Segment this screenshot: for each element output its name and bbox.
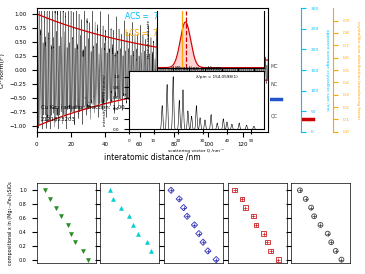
Point <box>200 240 206 244</box>
Point <box>242 206 248 210</box>
Point <box>339 257 345 262</box>
Point <box>126 214 132 218</box>
Point <box>184 214 190 218</box>
Point <box>318 223 323 227</box>
Point <box>72 240 78 244</box>
Point <box>200 240 206 244</box>
Point <box>196 232 202 236</box>
Point <box>303 197 309 201</box>
Point <box>264 240 270 244</box>
Point <box>65 223 70 227</box>
Point <box>80 249 85 253</box>
Text: NC: NC <box>270 82 278 87</box>
Point <box>213 257 219 262</box>
Text: LCS =  77.0( 7 ) nm: LCS = 77.0( 7 ) nm <box>124 29 200 38</box>
Point <box>58 214 64 218</box>
Point <box>333 249 339 253</box>
Point <box>107 188 113 192</box>
Point <box>297 188 303 192</box>
Point <box>250 214 256 218</box>
Point <box>144 240 150 244</box>
Point <box>276 257 281 262</box>
Point <box>149 249 154 253</box>
Y-axis label: intensity (/15898 counts): intensity (/15898 counts) <box>103 75 107 126</box>
Text: QC: QC <box>270 113 278 118</box>
X-axis label: crystallite size /nm: crystallite size /nm <box>190 87 231 91</box>
Point <box>303 197 309 201</box>
Point <box>276 257 281 262</box>
Point <box>232 188 238 192</box>
X-axis label: scattering vector Q /nm⁻¹: scattering vector Q /nm⁻¹ <box>169 149 224 153</box>
Point <box>47 197 53 201</box>
Point <box>242 206 248 210</box>
Point <box>118 206 124 210</box>
Point <box>181 206 187 210</box>
Point <box>184 214 190 218</box>
Point <box>239 197 245 201</box>
Point <box>253 223 259 227</box>
Point <box>308 206 314 210</box>
Point <box>339 257 345 262</box>
Point <box>311 214 317 218</box>
Text: ACS =  77.8( 7 ) nm: ACS = 77.8( 7 ) nm <box>124 12 200 21</box>
Text: λ/pm = 154.0598(1): λ/pm = 154.0598(1) <box>196 75 238 79</box>
Point <box>311 214 317 218</box>
Y-axis label: compositional x in (Mg₁₋ₓFeₓ)₂SiO₄: compositional x in (Mg₁₋ₓFeₓ)₂SiO₄ <box>8 181 14 265</box>
Y-axis label: G^norm(r'): G^norm(r') <box>0 52 4 88</box>
Point <box>239 197 245 201</box>
Point <box>264 240 270 244</box>
Point <box>268 249 273 253</box>
Point <box>325 232 331 236</box>
Text: Cu Kα₁ radiation fraction: 1.00: Cu Kα₁ radiation fraction: 1.00 <box>41 105 125 110</box>
Point <box>110 197 116 201</box>
Point <box>168 188 174 192</box>
Point <box>261 232 266 236</box>
Point <box>333 249 339 253</box>
Point <box>205 249 211 253</box>
Point <box>196 232 202 236</box>
Y-axis label: apparent average crystallite size /nm: apparent average crystallite size /nm <box>325 29 329 111</box>
Point <box>205 249 211 253</box>
Point <box>181 206 187 210</box>
Point <box>53 206 59 210</box>
Point <box>213 257 219 262</box>
Point <box>85 257 91 262</box>
Point <box>176 197 182 201</box>
Title: diffraction pattern: diffraction pattern <box>171 66 222 71</box>
Point <box>308 206 314 210</box>
Point <box>261 232 266 236</box>
Point <box>318 223 323 227</box>
Text: 2121823203: 2121823203 <box>41 117 76 122</box>
Point <box>328 240 334 244</box>
X-axis label: interatomic distance /nm: interatomic distance /nm <box>104 152 201 161</box>
Y-axis label: crystallite size distribution broadening factor: crystallite size distribution broadening… <box>356 21 360 119</box>
Point <box>168 188 174 192</box>
Point <box>253 223 259 227</box>
Y-axis label: relative count rate: relative count rate <box>147 20 151 58</box>
Point <box>297 188 303 192</box>
Text: MC: MC <box>270 64 278 68</box>
Point <box>176 197 182 201</box>
Point <box>42 188 48 192</box>
Point <box>268 249 273 253</box>
Point <box>192 223 197 227</box>
Point <box>68 232 74 236</box>
Point <box>325 232 331 236</box>
Point <box>250 214 256 218</box>
Point <box>135 232 141 236</box>
Point <box>328 240 334 244</box>
Point <box>192 223 197 227</box>
Point <box>232 188 238 192</box>
Point <box>131 223 137 227</box>
